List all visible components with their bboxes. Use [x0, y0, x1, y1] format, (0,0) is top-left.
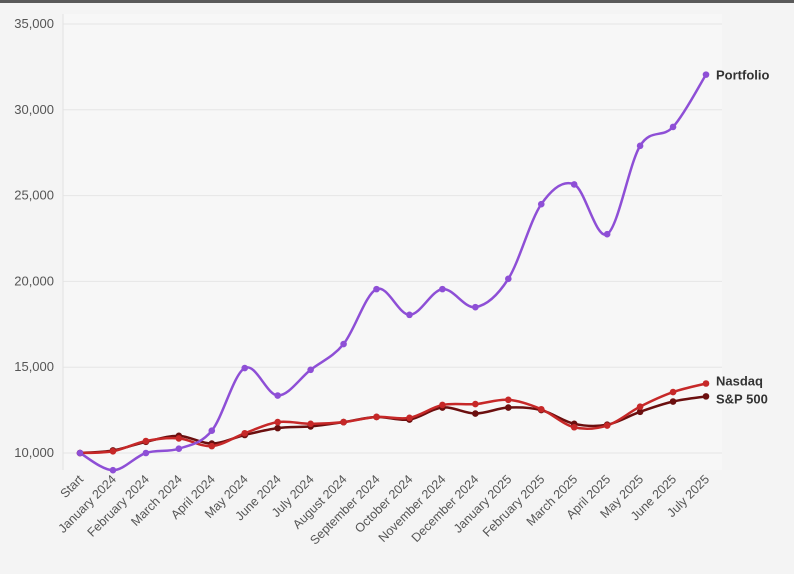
data-point-portfolio — [406, 311, 413, 319]
data-point-nasdaq — [439, 401, 446, 409]
data-point-nasdaq — [142, 437, 150, 445]
data-point-nasdaq — [702, 380, 710, 387]
data-point-s-p-500 — [505, 404, 512, 411]
data-point-nasdaq — [669, 388, 677, 396]
y-tick-label: 35,000 — [14, 16, 54, 31]
data-point-portfolio — [669, 123, 677, 131]
data-point-s-p-500 — [274, 424, 281, 432]
data-point-portfolio — [702, 71, 710, 78]
data-point-s-p-500 — [472, 410, 479, 417]
data-point-portfolio — [636, 142, 644, 150]
data-point-nasdaq — [340, 418, 347, 426]
data-point-portfolio — [537, 200, 545, 208]
data-point-nasdaq — [307, 420, 314, 428]
data-point-nasdaq — [208, 442, 216, 450]
data-point-nasdaq — [406, 414, 413, 422]
series-label-nasdaq: Nasdaq — [716, 374, 763, 389]
data-point-nasdaq — [274, 418, 281, 426]
data-point-s-p-500 — [636, 408, 644, 416]
data-point-portfolio — [175, 445, 183, 453]
data-point-portfolio — [505, 275, 512, 283]
chart-grid — [62, 14, 722, 470]
data-point-portfolio — [208, 427, 216, 434]
data-point-nasdaq — [241, 429, 249, 437]
x-tick-label: Start — [58, 472, 87, 501]
data-point-portfolio — [307, 366, 314, 374]
data-point-portfolio — [241, 364, 249, 372]
series-points — [76, 71, 710, 474]
top-border — [0, 0, 794, 3]
data-point-s-p-500 — [669, 398, 677, 405]
y-axis: 10,000 15,000 20,000 25,000 30,000 35,000 — [14, 16, 54, 460]
y-tick-label: 30,000 — [14, 102, 54, 117]
data-point-nasdaq — [537, 405, 545, 413]
data-point-nasdaq — [570, 423, 578, 431]
data-point-nasdaq — [505, 396, 512, 404]
data-point-s-p-500 — [702, 393, 710, 400]
data-point-portfolio — [373, 285, 380, 293]
plot-background — [63, 14, 722, 470]
data-point-portfolio — [76, 449, 84, 457]
y-tick-label: 15,000 — [14, 359, 54, 374]
data-point-nasdaq — [109, 447, 117, 455]
data-point-portfolio — [603, 230, 611, 238]
y-tick-label: 10,000 — [14, 445, 54, 460]
data-point-portfolio — [142, 449, 150, 457]
y-tick-label: 25,000 — [14, 188, 54, 203]
y-tick-label: 20,000 — [14, 273, 54, 288]
data-point-nasdaq — [603, 422, 611, 429]
data-point-nasdaq — [373, 413, 380, 421]
data-point-portfolio — [274, 392, 281, 399]
data-point-portfolio — [109, 466, 117, 474]
data-point-portfolio — [340, 340, 347, 348]
data-point-nasdaq — [175, 435, 183, 442]
data-point-portfolio — [439, 285, 446, 293]
data-point-portfolio — [570, 181, 578, 188]
data-point-portfolio — [472, 303, 479, 311]
series-label-portfolio: Portfolio — [716, 68, 769, 83]
series-label-s-p-500: S&P 500 — [716, 391, 768, 406]
series-labels: S&P 500 Nasdaq Portfolio — [716, 68, 769, 407]
data-point-nasdaq — [636, 403, 644, 410]
data-point-nasdaq — [472, 400, 479, 408]
